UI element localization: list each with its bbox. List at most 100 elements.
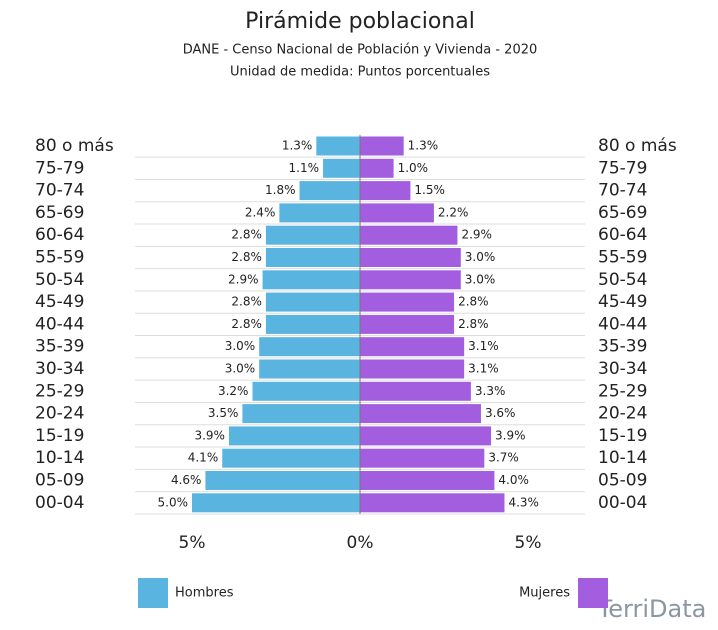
y-label-left: 35-39: [35, 337, 84, 357]
value-label: 2.8%: [231, 317, 262, 331]
chart-subtitle: DANE - Censo Nacional de Población y Viv…: [183, 43, 538, 58]
value-label: 3.2%: [218, 384, 249, 398]
value-label: 2.8%: [231, 295, 262, 309]
x-tick-label: 5%: [515, 533, 542, 553]
bar: [360, 314, 455, 334]
bar: [360, 471, 495, 490]
legend-swatch: [578, 578, 608, 608]
value-label: 2.8%: [458, 295, 489, 309]
bar: [265, 225, 360, 245]
value-label: 3.3%: [475, 384, 506, 398]
value-label: 3.5%: [208, 406, 239, 420]
y-label-left: 15-19: [35, 426, 84, 446]
bar: [360, 426, 492, 446]
value-label: 2.4%: [245, 205, 276, 219]
y-label-left: 50-54: [35, 270, 84, 290]
bar: [316, 136, 360, 156]
value-label: 4.3%: [508, 495, 538, 509]
bar: [279, 203, 360, 223]
value-label: 3.9%: [194, 428, 225, 442]
legend-swatch: [138, 578, 168, 608]
y-label-right: 55-59: [598, 248, 647, 268]
y-label-right: 65-69: [598, 203, 647, 223]
chart-subtitle: Unidad de medida: Puntos porcentuales: [230, 65, 490, 80]
chart-title: Pirámide poblacional: [245, 9, 475, 34]
x-tick-label: 0%: [347, 533, 374, 553]
bar: [360, 404, 481, 424]
bar: [259, 337, 360, 357]
value-label: 1.5%: [414, 183, 445, 197]
bar: [360, 158, 394, 178]
y-label-left: 65-69: [35, 203, 84, 223]
bar: [360, 136, 404, 156]
y-label-left: 80 o más: [35, 136, 114, 156]
y-label-right: 50-54: [598, 270, 647, 290]
bar: [360, 270, 461, 290]
legend-label: Mujeres: [519, 586, 570, 601]
bar: [360, 381, 471, 401]
y-label-left: 30-34: [35, 359, 84, 379]
bar: [252, 381, 360, 401]
y-label-left: 45-49: [35, 292, 84, 312]
value-label: 2.8%: [231, 228, 262, 242]
value-label: 3.7%: [488, 451, 519, 465]
logo: TerriData: [597, 595, 707, 623]
value-label: 2.9%: [461, 228, 492, 242]
bar: [222, 448, 360, 468]
bar: [360, 225, 458, 245]
y-label-left: 55-59: [35, 248, 84, 268]
bar: [265, 314, 360, 334]
y-label-left: 70-74: [35, 181, 84, 201]
legend-label: Hombres: [175, 586, 234, 601]
value-label: 2.8%: [231, 250, 262, 264]
y-label-left: 60-64: [35, 225, 84, 245]
value-label: 3.6%: [485, 406, 515, 420]
bar: [242, 404, 360, 424]
value-label: 2.8%: [458, 317, 489, 331]
value-label: 4.0%: [498, 473, 529, 487]
value-label: 3.0%: [225, 362, 256, 376]
y-label-right: 15-19: [598, 426, 647, 446]
value-label: 1.3%: [408, 139, 439, 153]
y-label-right: 35-39: [598, 337, 647, 357]
value-label: 4.1%: [188, 451, 219, 465]
y-label-right: 25-29: [598, 381, 647, 401]
value-label: 3.1%: [468, 362, 499, 376]
value-label: 3.0%: [225, 339, 256, 353]
value-label: 4.6%: [171, 473, 202, 487]
value-label: 3.1%: [468, 339, 499, 353]
value-label: 2.9%: [228, 272, 259, 286]
y-label-right: 00-04: [598, 493, 647, 513]
value-label: 3.0%: [465, 272, 496, 286]
value-label: 1.0%: [398, 161, 429, 175]
y-label-right: 60-64: [598, 225, 647, 245]
bar: [360, 203, 434, 223]
bar: [228, 426, 360, 446]
y-label-left: 25-29: [35, 381, 84, 401]
bar: [360, 337, 465, 357]
bar: [205, 471, 360, 490]
bar: [299, 181, 360, 201]
bar: [265, 292, 360, 312]
y-label-right: 70-74: [598, 181, 647, 201]
value-label: 2.2%: [438, 205, 469, 219]
y-label-right: 75-79: [598, 158, 647, 178]
bar: [360, 359, 465, 379]
bar: [265, 248, 360, 267]
y-label-right: 80 o más: [598, 136, 677, 156]
y-label-left: 20-24: [35, 404, 84, 424]
value-label: 1.3%: [282, 139, 313, 153]
bar: [360, 448, 485, 468]
y-label-left: 05-09: [35, 471, 84, 491]
y-label-left: 75-79: [35, 158, 84, 178]
y-label-left: 00-04: [35, 493, 84, 513]
value-label: 1.8%: [265, 183, 296, 197]
y-label-right: 10-14: [598, 448, 647, 468]
y-label-right: 20-24: [598, 404, 647, 424]
value-label: 1.1%: [289, 161, 320, 175]
y-label-right: 30-34: [598, 359, 647, 379]
bar: [360, 292, 455, 312]
bar: [262, 270, 360, 290]
bar: [360, 248, 461, 267]
value-label: 3.0%: [465, 250, 496, 264]
